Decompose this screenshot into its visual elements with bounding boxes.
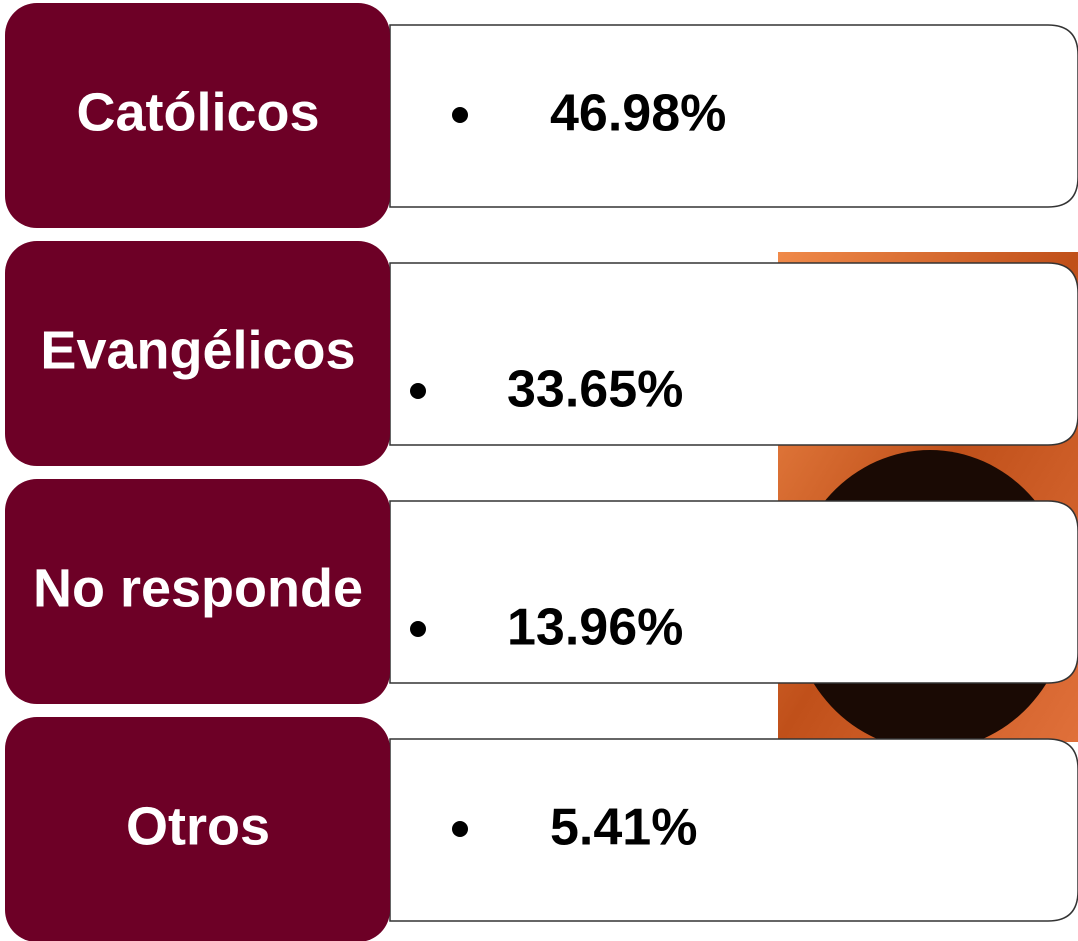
bullet (410, 383, 426, 399)
percentage-value: 46.98% (550, 85, 726, 143)
value-box (389, 500, 1078, 684)
category-label: No responde (33, 558, 363, 618)
bullet (410, 621, 426, 637)
category-label: Evangélicos (40, 320, 355, 380)
category-label: Católicos (76, 82, 319, 142)
label-box (5, 241, 390, 466)
value-box (389, 24, 1078, 208)
percentage-value: 33.65% (507, 361, 683, 419)
value-box (389, 738, 1078, 922)
percentage-value: 5.41% (550, 799, 697, 857)
label-box (5, 3, 390, 228)
bullet (452, 107, 468, 123)
value-box (389, 262, 1078, 446)
bullet (452, 821, 468, 837)
percentage-value: 13.96% (507, 599, 683, 657)
category-label: Otros (126, 796, 270, 856)
label-box (5, 717, 390, 941)
label-box (5, 479, 390, 704)
